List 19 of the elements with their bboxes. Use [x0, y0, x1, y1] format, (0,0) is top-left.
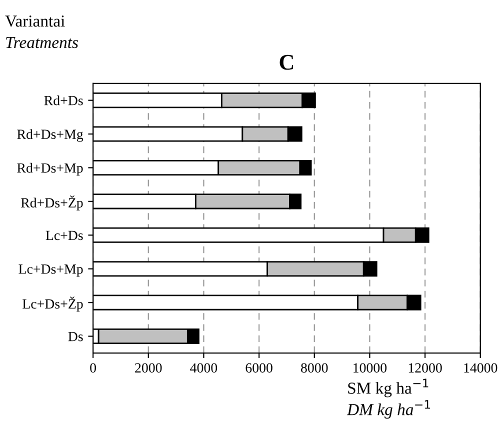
x-tick-label: 2000 — [135, 363, 162, 373]
y-tick-label: Ds — [68, 332, 83, 342]
y-axis-title: Variantai Treatments — [5, 16, 78, 48]
text: SM kg ha$^{−1}$ DM kg ha$^{−1}$ — [346, 378, 430, 419]
y-tick-label: Rd+Ds — [44, 95, 83, 106]
x-tick-label: 14000 — [464, 363, 498, 373]
y-tick-label: Lc+Ds+Mp — [18, 264, 83, 277]
y-tick-label: Lc+Ds — [46, 230, 83, 240]
y-tick-label: Rd+Ds+Žp — [20, 195, 83, 210]
x-tick-label: 10000 — [354, 363, 387, 373]
chart-title: C — [280, 54, 294, 70]
x-tick-label: 12000 — [408, 363, 442, 373]
x-tick-label: 4000 — [190, 363, 218, 373]
y-tick-label: Lc+Ds+Žp — [22, 296, 83, 312]
x-tick-label: 0 — [90, 363, 96, 373]
x-tick-label: 8000 — [301, 363, 328, 373]
y-tick-label: Rd+Ds+Mp — [17, 162, 83, 176]
y-tick-label: Rd+Ds+Mg — [17, 129, 84, 142]
x-tick-label: 6000 — [246, 363, 272, 373]
